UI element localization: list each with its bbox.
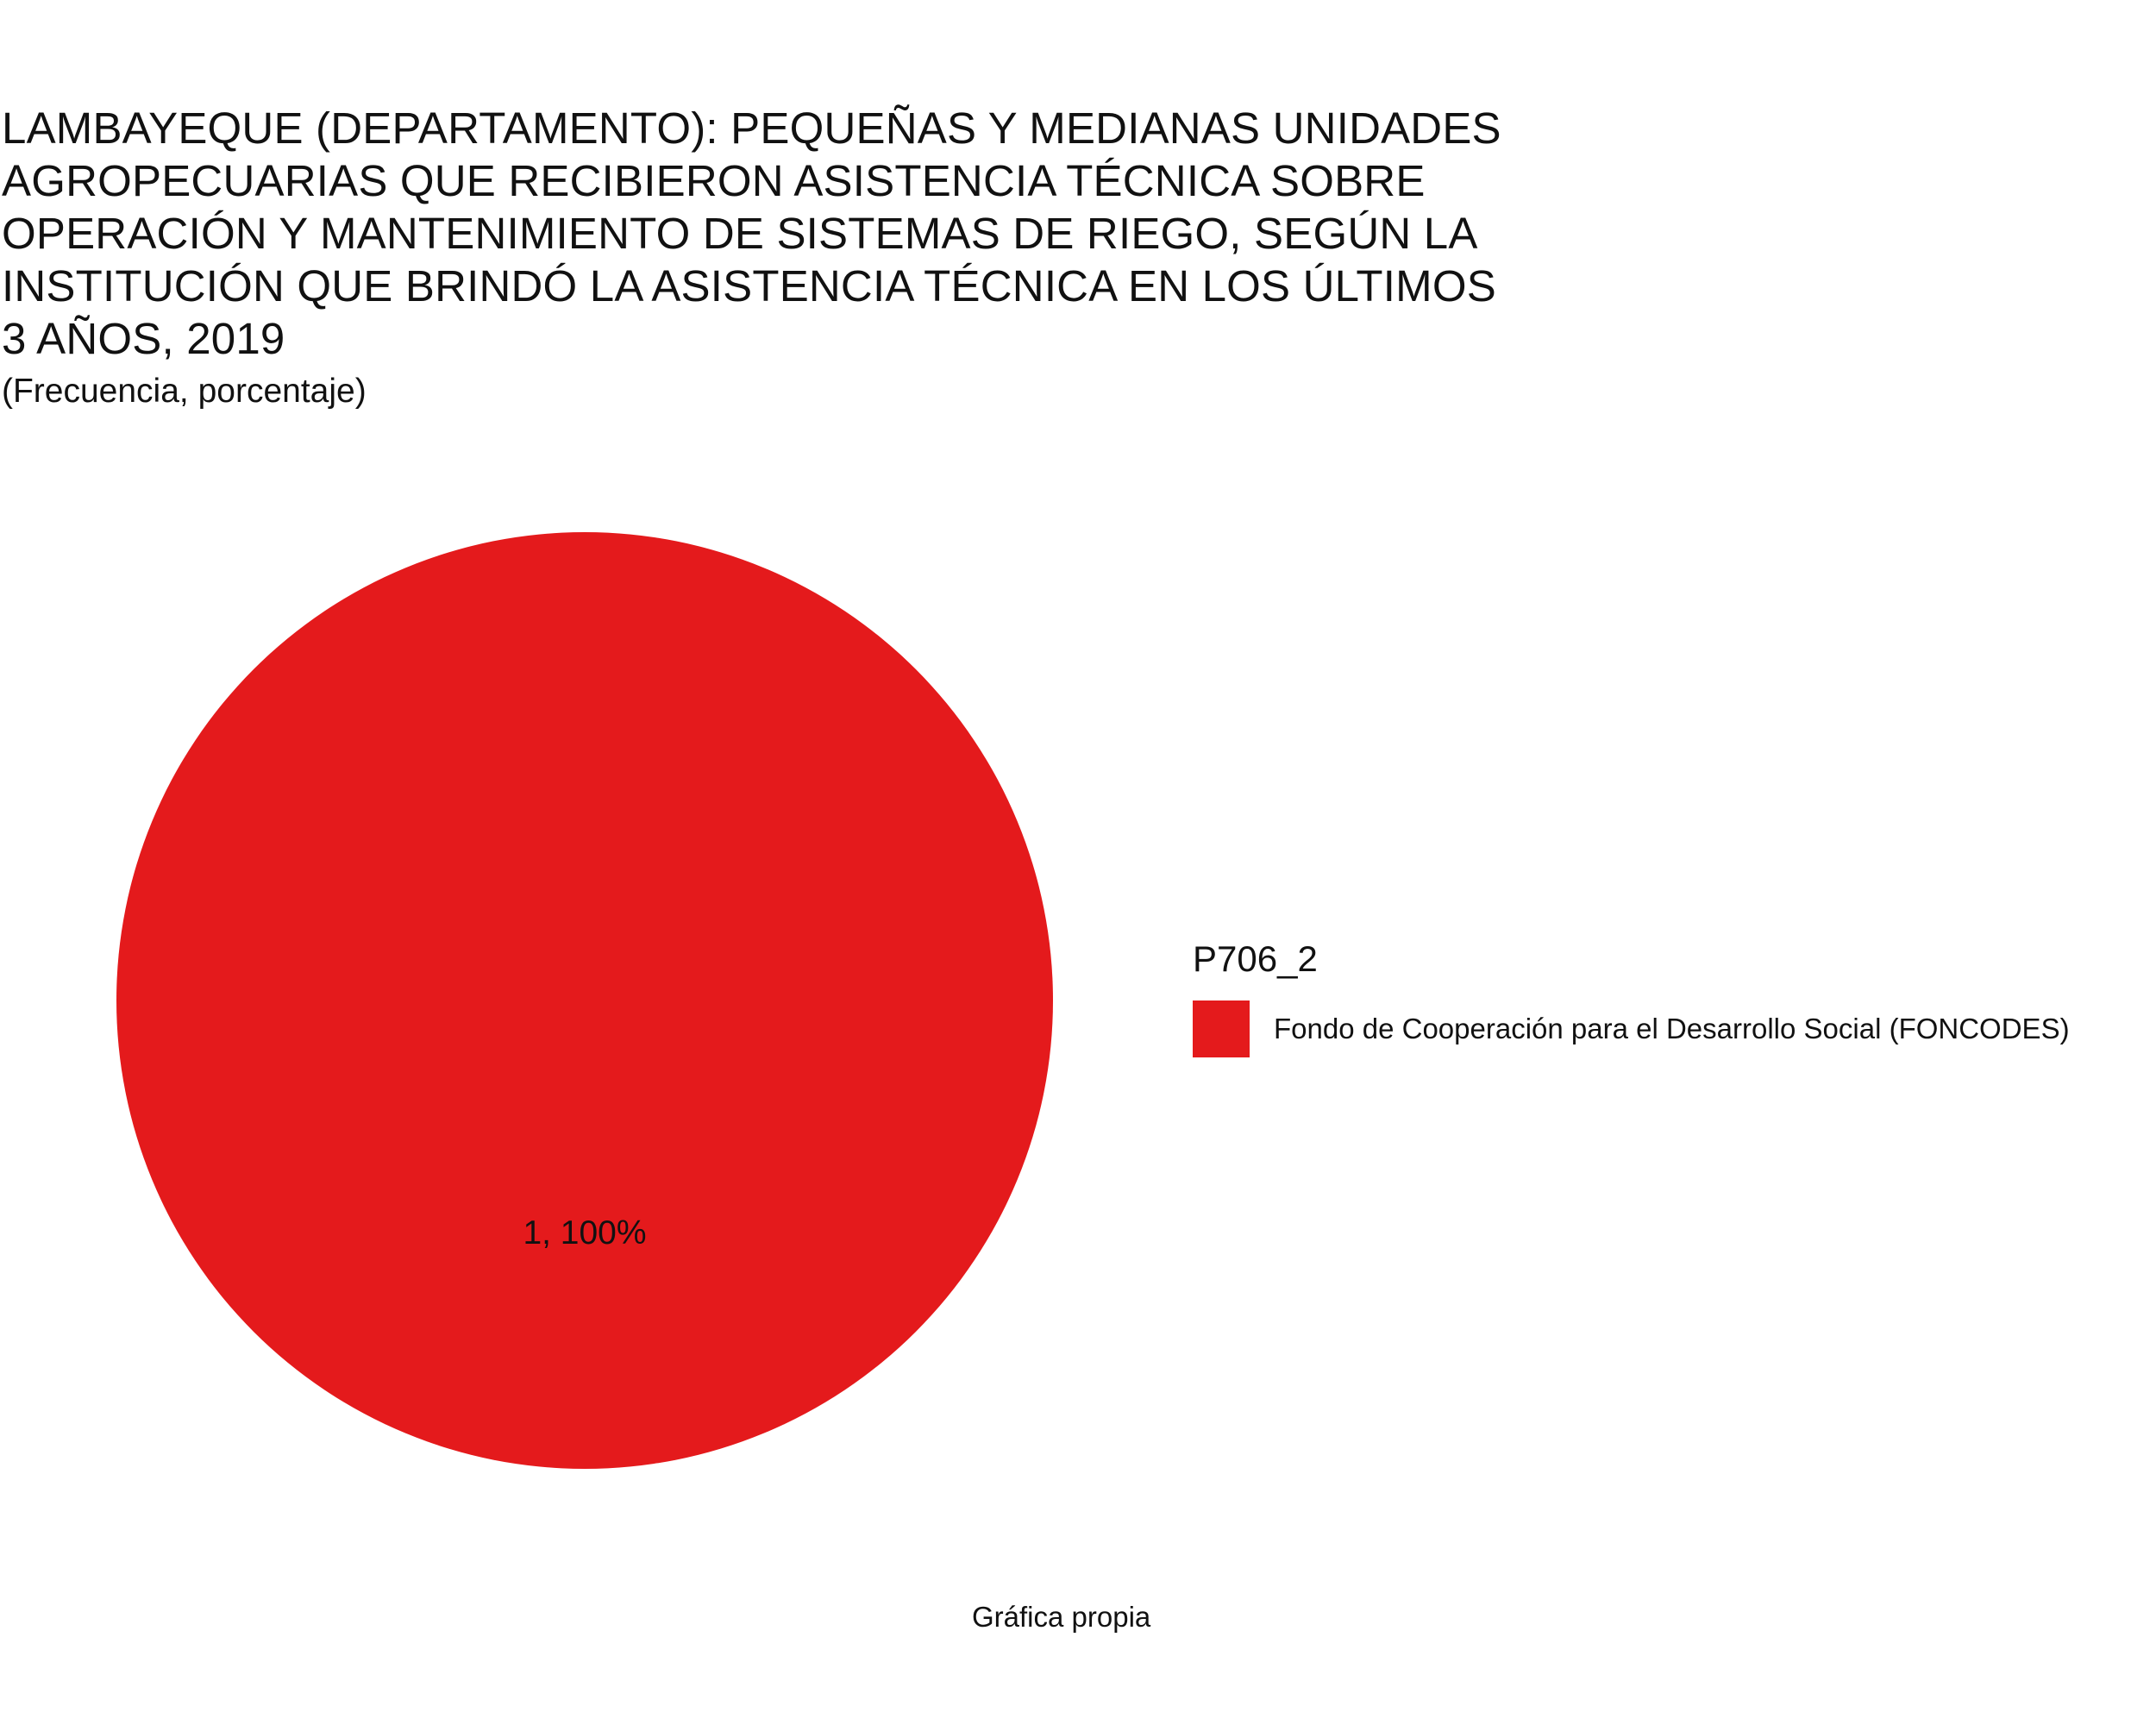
pie-slice bbox=[116, 532, 1053, 1469]
chart-title-line: AGROPECUARIAS QUE RECIBIERON ASISTENCIA … bbox=[2, 156, 1426, 205]
chart-title-line: OPERACIÓN Y MANTENIMIENTO DE SISTEMAS DE… bbox=[2, 209, 1478, 258]
chart-title: LAMBAYEQUE (DEPARTAMENTO): PEQUEÑAS Y ME… bbox=[2, 102, 1640, 365]
pie-slices bbox=[116, 532, 1053, 1469]
chart-title-line: INSTITUCIÓN QUE BRINDÓ LA ASISTENCIA TÉC… bbox=[2, 261, 1496, 310]
legend-title: P706_2 bbox=[1193, 938, 1318, 979]
legend-item: Fondo de Cooperación para el Desarrollo … bbox=[1193, 1000, 2070, 1057]
legend-label: Fondo de Cooperación para el Desarrollo … bbox=[1274, 1013, 2070, 1044]
chart-caption: Gráfica propia bbox=[972, 1601, 1151, 1633]
chart-title-line: 3 AÑOS, 2019 bbox=[2, 314, 285, 363]
legend-swatch bbox=[1193, 1000, 1250, 1057]
chart-subtitle: (Frecuencia, porcentaje) bbox=[2, 373, 367, 410]
pie-labels: 1, 100% bbox=[523, 1214, 646, 1251]
slice-label: 1, 100% bbox=[523, 1214, 646, 1251]
chart-title-line: LAMBAYEQUE (DEPARTAMENTO): PEQUEÑAS Y ME… bbox=[2, 104, 1501, 153]
